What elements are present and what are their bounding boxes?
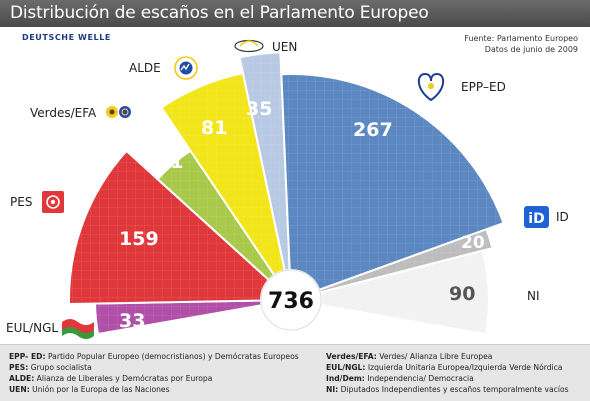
- legend-abbr: EPP- ED:: [9, 352, 46, 361]
- party-label-uen: UEN: [272, 40, 297, 54]
- legend-row: EUL/NGL: Izquierda Unitaria Europea/Izqu…: [326, 362, 569, 373]
- legend-abbr: EUL/NGL:: [326, 363, 366, 372]
- legend-text: Verdes/ Alianza Libre Europea: [379, 352, 493, 361]
- publisher-logo: DEUTSCHE WELLE: [22, 33, 111, 42]
- party-label-ni: NI: [527, 289, 540, 303]
- party-label-verdes: Verdes/EFA: [30, 106, 97, 120]
- party-label-pes: PES: [10, 195, 32, 209]
- seat-slice-epp-ed: [280, 73, 505, 292]
- legend-row: NI: Diputados Independientes y escaños t…: [326, 384, 569, 395]
- seat-distribution-chart: iD PES Verdes/EFA ALDE UEN EPP–ED ID NI …: [6, 39, 569, 339]
- chart-title: Distribución de escaños en el Parlamento…: [10, 3, 429, 23]
- svg-text:iD: iD: [528, 211, 544, 227]
- source-line-2: Datos de junio de 2009: [484, 45, 578, 54]
- title-bar: Distribución de escaños en el Parlamento…: [0, 0, 590, 27]
- legend-row: Verdes/EFA: Verdes/ Alianza Libre Europe…: [326, 351, 569, 362]
- legend-row: PES: Grupo socialista: [9, 362, 299, 373]
- eul-logo-icon: [62, 319, 94, 339]
- legend-column-1: EPP- ED: Partido Popular Europeo (democr…: [9, 351, 299, 395]
- legend-row: Ind/Dem: Independencia/ Democracia: [326, 373, 569, 384]
- party-label-alde: ALDE: [129, 61, 161, 75]
- legend-abbr: Ind/Dem:: [326, 374, 365, 383]
- uen-logo-icon: [234, 39, 264, 53]
- legend-row: ALDE: Alianza de Liberales y Demócratas …: [9, 373, 299, 384]
- total-seats-label: 736: [268, 289, 314, 314]
- legend-row: UEN: Unión por la Europa de las Naciones: [9, 384, 299, 395]
- total-seats-disc: 736: [260, 269, 322, 331]
- legend-text: Diputados Independientes y escaños tempo…: [340, 385, 569, 394]
- value-label-ni: 90: [449, 283, 475, 305]
- id-logo-icon: iD: [524, 206, 549, 228]
- legend-text: Independencia/ Democracia: [367, 374, 474, 383]
- greens-logo-icon: [106, 106, 131, 118]
- legend-abbr: NI:: [326, 385, 339, 394]
- source-note: Fuente: Parlamento Europeo Datos de juni…: [464, 33, 578, 55]
- value-label-pes: 159: [119, 228, 159, 250]
- party-label-epp: EPP–ED: [461, 80, 506, 94]
- legend-text: Izquierda Unitaria Europea/Izquierda Ver…: [367, 363, 563, 372]
- party-label-eul: EUL/NGL: [6, 321, 58, 335]
- alde-logo-icon: [174, 56, 198, 80]
- value-label-verdes: 51: [157, 151, 183, 173]
- value-label-id: 20: [461, 233, 485, 253]
- value-label-eul: 33: [119, 310, 145, 332]
- source-line-1: Fuente: Parlamento Europeo: [464, 34, 578, 43]
- legend-row: EPP- ED: Partido Popular Europeo (democr…: [9, 351, 299, 362]
- legend-text: Alianza de Liberales y Demócratas por Eu…: [36, 374, 213, 383]
- legend-abbr: Verdes/EFA:: [326, 352, 377, 361]
- legend-abbr: UEN:: [9, 385, 30, 394]
- value-label-epp: 267: [353, 119, 393, 141]
- party-label-id: ID: [556, 210, 569, 224]
- seat-slice-pes: [68, 149, 271, 306]
- legend-text: Unión por la Europa de las Naciones: [32, 385, 170, 394]
- legend-text: Partido Popular Europeo (democristianos)…: [47, 352, 299, 361]
- legend-footer: EPP- ED: Partido Popular Europeo (democr…: [0, 344, 590, 401]
- value-label-alde: 81: [201, 117, 227, 139]
- legend-column-2: Verdes/EFA: Verdes/ Alianza Libre Europe…: [326, 351, 569, 395]
- value-label-uen: 35: [246, 98, 272, 120]
- legend-text: Grupo socialista: [30, 363, 92, 372]
- legend-abbr: ALDE:: [9, 374, 35, 383]
- epp-logo-icon: [417, 72, 445, 102]
- legend-abbr: PES:: [9, 363, 29, 372]
- pes-logo-icon: [42, 191, 64, 213]
